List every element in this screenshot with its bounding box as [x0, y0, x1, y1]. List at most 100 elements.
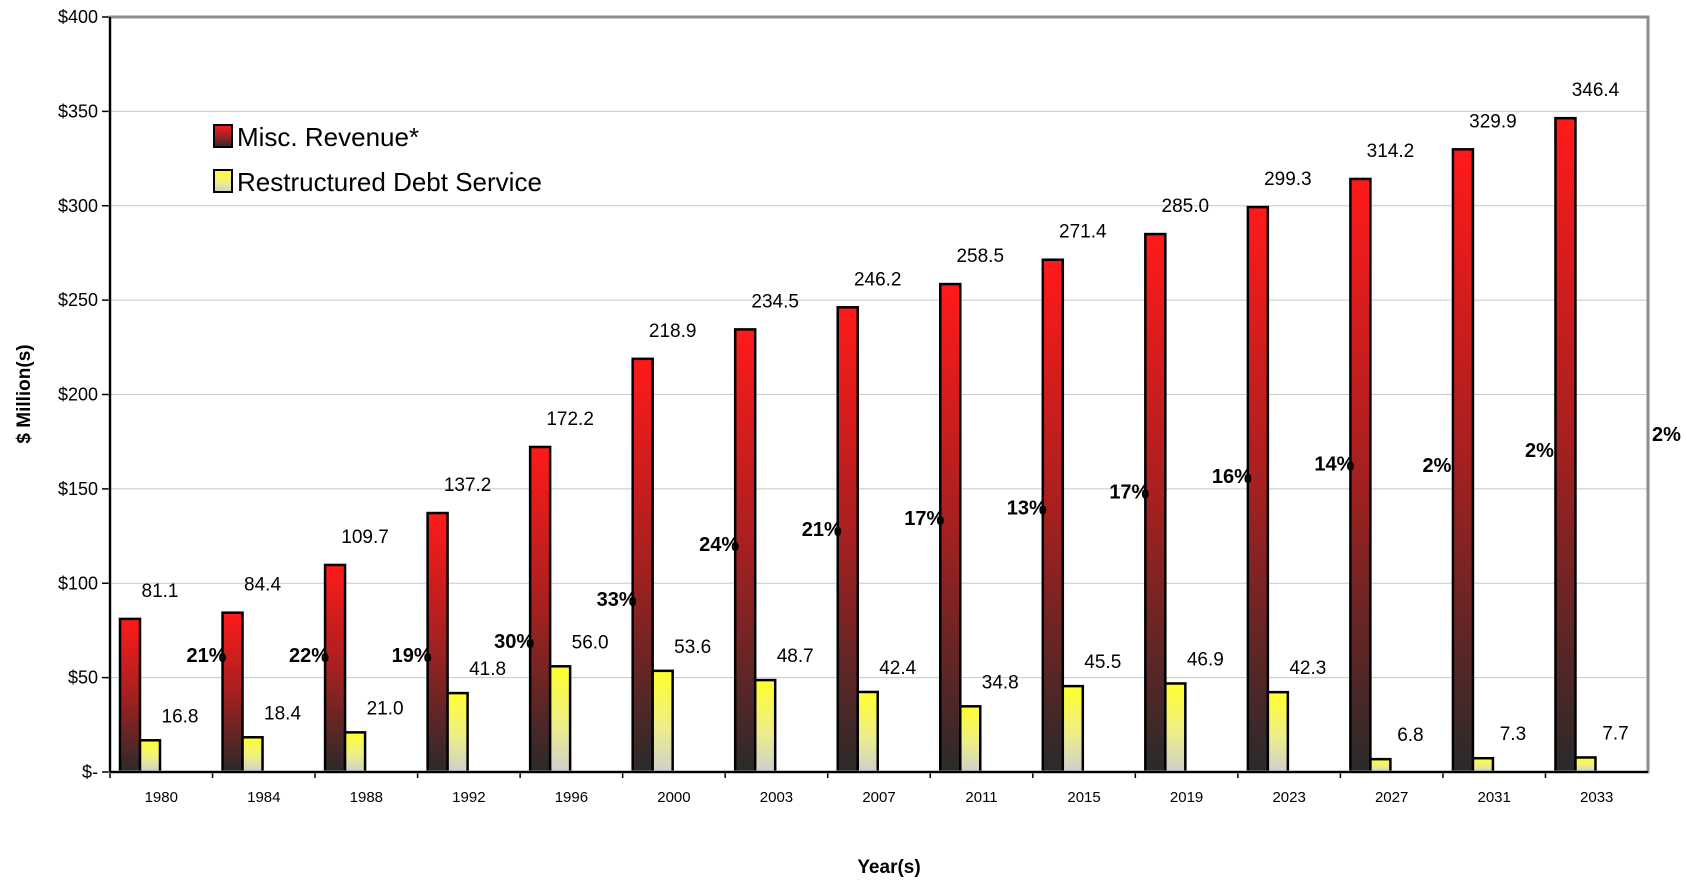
value-label-misc-revenue-2007: 246.2 — [854, 269, 902, 290]
y-tick-label-150: $150 — [58, 479, 98, 499]
bars — [118, 116, 1597, 774]
bar-restructured-debt-service-2027 — [1369, 757, 1392, 774]
value-label-restructured-debt-service-2027: 6.8 — [1397, 725, 1423, 746]
bar-restructured-debt-service-1984 — [241, 736, 264, 774]
percent-label-2015: 17% — [1109, 481, 1149, 503]
bar-restructured-debt-service-2031 — [1471, 756, 1495, 774]
y-tick-label-200: $200 — [58, 385, 98, 405]
value-label-misc-revenue-2000: 218.9 — [649, 321, 697, 342]
bar-restructured-debt-service-2007 — [856, 690, 879, 774]
value-label-misc-revenue-1988: 109.7 — [341, 527, 389, 548]
value-label-restructured-debt-service-1980: 16.8 — [162, 706, 199, 727]
percent-label-2003: 21% — [802, 519, 842, 541]
value-label-restructured-debt-service-1984: 18.4 — [264, 703, 301, 724]
legend-item-restructured-debt-service: Restructured Debt Service — [213, 167, 542, 197]
x-tick-label-1980: 1980 — [145, 789, 178, 806]
value-label-restructured-debt-service-2023: 42.3 — [1289, 658, 1326, 679]
gridlines — [110, 110, 1648, 679]
value-label-restructured-debt-service-2000: 53.6 — [674, 637, 711, 658]
bar-restructured-debt-service-1996 — [548, 665, 572, 774]
y-tick-label-50: $50 — [68, 668, 98, 688]
bar-misc-revenue-1992 — [426, 511, 449, 774]
bar-restructured-debt-service-2019 — [1164, 682, 1187, 774]
bar-restructured-debt-service-2033 — [1574, 756, 1597, 774]
x-tick-label-2007: 2007 — [862, 789, 895, 806]
value-label-restructured-debt-service-1996: 56.0 — [572, 632, 609, 653]
percent-label-2031: 2% — [1525, 440, 1554, 462]
bar-restructured-debt-service-1992 — [446, 691, 469, 774]
x-tick-label-2033: 2033 — [1580, 789, 1613, 806]
percent-label-2027: 2% — [1422, 455, 1451, 477]
y-tick-label-100: $100 — [58, 573, 98, 593]
bar-restructured-debt-service-2023 — [1266, 690, 1290, 774]
bar-restructured-debt-service-1988 — [343, 731, 367, 774]
percent-label-2007: 17% — [904, 508, 944, 530]
percent-label-2011: 13% — [1007, 498, 1047, 520]
bar-misc-revenue-2033 — [1554, 116, 1577, 774]
value-label-misc-revenue-2003: 234.5 — [751, 291, 799, 312]
bar-misc-revenue-1996 — [528, 445, 552, 774]
x-tick-label-2011: 2011 — [965, 789, 997, 806]
y-axis-title: $ Million(s) — [14, 344, 35, 443]
value-label-restructured-debt-service-2015: 45.5 — [1084, 652, 1121, 673]
y-tick-label-350: $350 — [58, 101, 98, 121]
bar-misc-revenue-2023 — [1246, 205, 1270, 774]
value-label-misc-revenue-1984: 84.4 — [244, 575, 281, 596]
percent-label-1980: 21% — [187, 645, 227, 667]
value-label-misc-revenue-2011: 258.5 — [956, 246, 1004, 267]
legend-swatch-misc-revenue — [213, 124, 233, 148]
y-axis-ticks: $- $50 $100 $150 $200 $250 $300 $350 $400 — [58, 7, 110, 782]
percent-label-1988: 19% — [392, 645, 432, 667]
y-tick-label-250: $250 — [58, 290, 98, 310]
bar-restructured-debt-service-2015 — [1061, 684, 1085, 774]
x-axis-title: Year(s) — [857, 857, 920, 878]
x-tick-label-2027: 2027 — [1375, 789, 1408, 806]
value-label-restructured-debt-service-1992: 41.8 — [469, 659, 506, 680]
x-tick-label-1996: 1996 — [555, 789, 588, 806]
legend-swatch-restructured-debt-service — [213, 169, 233, 193]
value-label-misc-revenue-1980: 81.1 — [142, 581, 179, 602]
value-labels: 81.1 16.8 84.4 18.4 109.7 21.0 137.2 41.8 172.2 5… — [142, 80, 1629, 746]
percent-label-2033: 2% — [1652, 424, 1681, 446]
legend-label-restructured-debt-service: Restructured Debt Service — [237, 167, 542, 197]
x-tick-label-1992: 1992 — [452, 789, 485, 806]
x-tick-label-2003: 2003 — [760, 789, 793, 806]
bar-misc-revenue-2031 — [1451, 148, 1475, 774]
x-tick-label-2031: 2031 — [1478, 789, 1511, 806]
bar-restructured-debt-service-2003 — [753, 678, 777, 774]
y-tick-label-0: $- — [82, 762, 98, 782]
y-tick-label-300: $300 — [58, 196, 98, 216]
value-label-restructured-debt-service-2007: 42.4 — [879, 658, 916, 679]
percent-label-1984: 22% — [289, 645, 329, 667]
x-tick-label-2015: 2015 — [1067, 789, 1100, 806]
value-label-misc-revenue-2033: 346.4 — [1572, 80, 1620, 101]
percent-label-2000: 24% — [699, 534, 739, 556]
x-axis-labels: 1980 1984 1988 1992 1996 2000 2003 2007 2011 2015… — [109, 772, 1613, 806]
value-label-misc-revenue-2031: 329.9 — [1469, 111, 1517, 132]
bar-misc-revenue-1980 — [118, 617, 142, 774]
percent-label-2019: 16% — [1212, 466, 1252, 488]
x-tick-label-1988: 1988 — [350, 789, 383, 806]
legend-item-misc-revenue: Misc. Revenue* — [213, 122, 419, 152]
value-label-misc-revenue-2019: 285.0 — [1162, 196, 1210, 217]
value-label-restructured-debt-service-2031: 7.3 — [1500, 724, 1526, 745]
value-label-restructured-debt-service-2019: 46.9 — [1187, 649, 1224, 670]
value-label-misc-revenue-1992: 137.2 — [444, 475, 492, 496]
bar-restructured-debt-service-2011 — [959, 705, 982, 774]
value-label-restructured-debt-service-2011: 34.8 — [982, 672, 1019, 693]
value-label-misc-revenue-2023: 299.3 — [1264, 169, 1312, 190]
legend-label-misc-revenue: Misc. Revenue* — [237, 122, 419, 152]
y-tick-label-400: $400 — [58, 7, 98, 27]
percent-label-1996: 33% — [597, 589, 637, 611]
percent-label-1992: 30% — [494, 631, 534, 653]
bar-restructured-debt-service-2000 — [651, 669, 674, 774]
x-tick-label-2019: 2019 — [1170, 789, 1203, 806]
value-label-restructured-debt-service-2003: 48.7 — [777, 646, 814, 667]
value-label-misc-revenue-2027: 314.2 — [1367, 141, 1415, 162]
x-tick-label-2000: 2000 — [657, 789, 690, 806]
value-label-restructured-debt-service-1988: 21.0 — [367, 698, 404, 719]
bar-misc-revenue-2000 — [631, 357, 654, 774]
value-label-misc-revenue-2015: 271.4 — [1059, 222, 1107, 243]
bar-restructured-debt-service-1980 — [138, 739, 162, 774]
legend: Misc. Revenue* Restructured Debt Service — [213, 122, 542, 197]
